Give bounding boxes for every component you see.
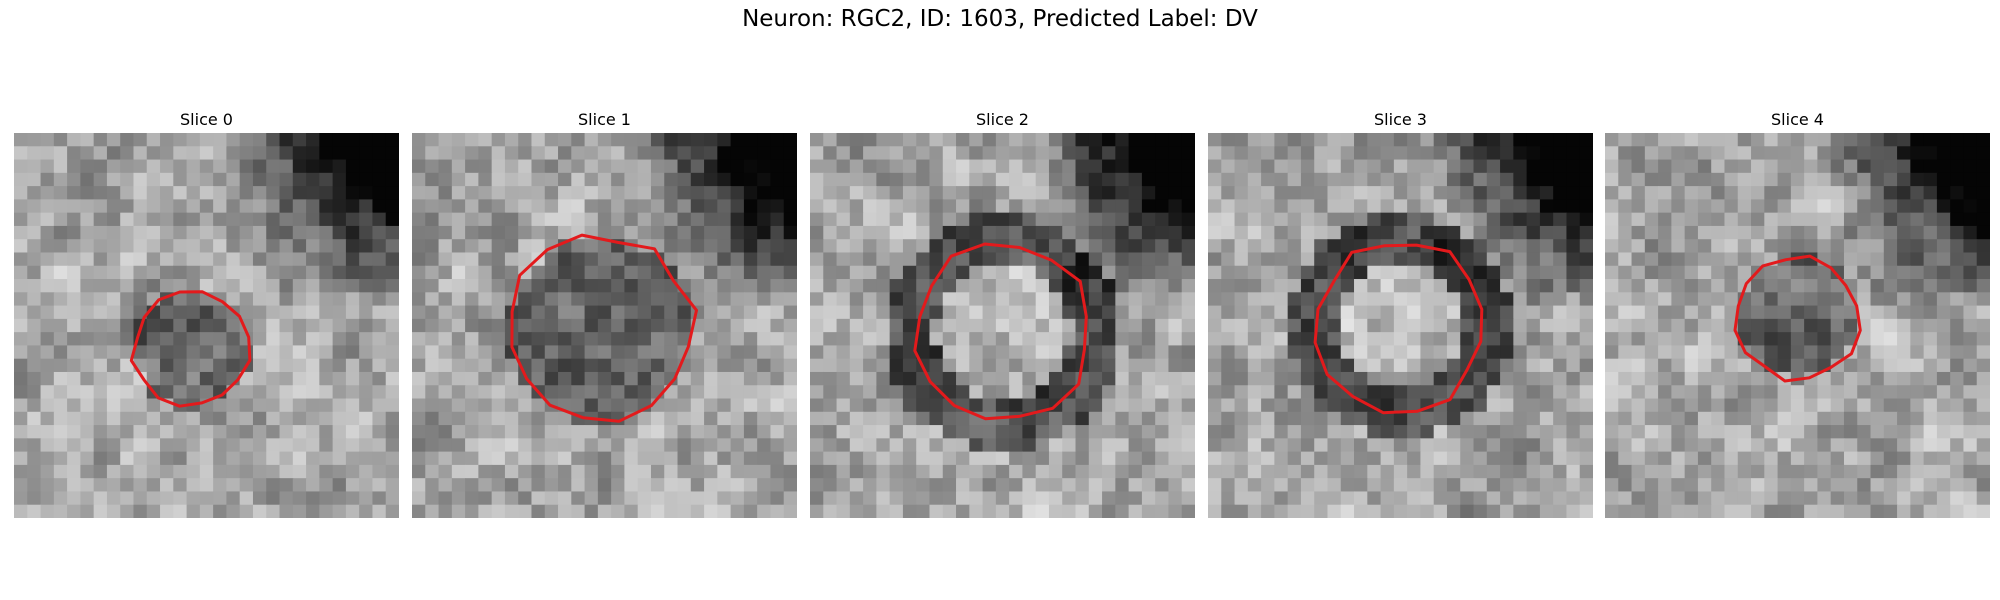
slice-title: Slice 1 [578, 110, 631, 129]
roi-outline [1733, 254, 1862, 383]
slice-image [1605, 133, 1990, 518]
slice-title: Slice 0 [180, 110, 233, 129]
roi-outline [1313, 243, 1484, 415]
roi-outline [913, 242, 1088, 421]
roi-outline [129, 290, 252, 408]
figure-title: Neuron: RGC2, ID: 1603, Predicted Label:… [742, 6, 1258, 32]
slice-image [810, 133, 1195, 518]
slice-panel-0: Slice 0 [14, 108, 399, 518]
slice-title: Slice 2 [976, 110, 1029, 129]
slice-panel-1: Slice 1 [412, 108, 797, 518]
slice-panel-2: Slice 2 [810, 108, 1195, 518]
slice-title: Slice 3 [1374, 110, 1427, 129]
roi-outline [510, 233, 698, 423]
slice-image [412, 133, 797, 518]
slice-image [1208, 133, 1593, 518]
slice-panel-3: Slice 3 [1208, 108, 1593, 518]
slice-panel-4: Slice 4 [1605, 108, 1990, 518]
slice-image [14, 133, 399, 518]
slice-title: Slice 4 [1771, 110, 1824, 129]
